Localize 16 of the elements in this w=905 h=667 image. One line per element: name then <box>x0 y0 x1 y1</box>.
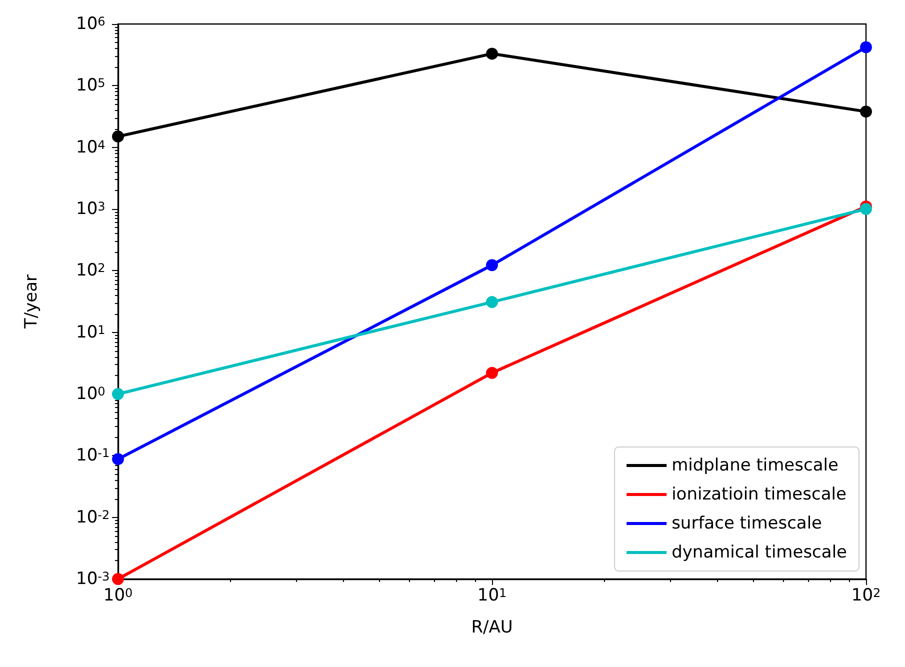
point <box>112 388 124 400</box>
point <box>486 48 498 60</box>
y-axis-title: T/year <box>22 274 42 330</box>
point <box>112 453 124 466</box>
legend-label: surface timescale <box>672 514 822 534</box>
point <box>860 203 872 215</box>
x-axis-title: R/AU <box>471 618 513 638</box>
legend-label: dynamical timescale <box>672 542 848 562</box>
point <box>860 106 872 118</box>
legend-label: midplane timescale <box>672 456 838 476</box>
legend-label: ionizatioin timescale <box>672 484 846 504</box>
point <box>860 41 872 54</box>
point <box>112 130 124 142</box>
point <box>486 296 498 308</box>
point <box>486 259 498 272</box>
point <box>486 366 498 379</box>
